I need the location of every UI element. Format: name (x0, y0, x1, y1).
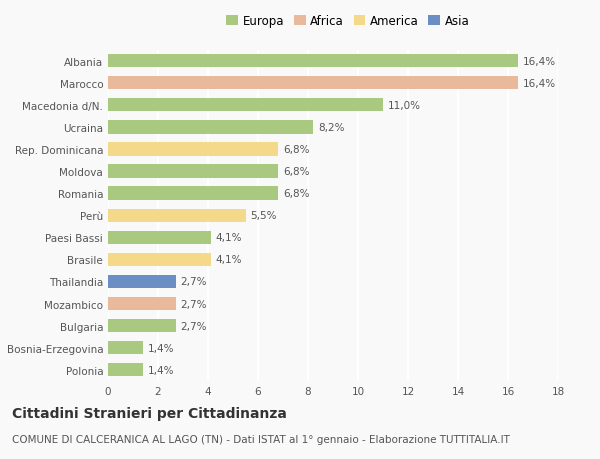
Bar (108, 187, 278, 200)
Bar (108, 55, 518, 68)
Bar (108, 99, 383, 112)
Text: 4,1%: 4,1% (215, 255, 242, 265)
Bar (108, 231, 211, 244)
Bar (108, 165, 278, 178)
Text: 2,7%: 2,7% (181, 277, 207, 287)
Text: 1,4%: 1,4% (148, 343, 175, 353)
Text: 6,8%: 6,8% (283, 167, 310, 177)
Text: 16,4%: 16,4% (523, 56, 556, 67)
Text: 6,8%: 6,8% (283, 145, 310, 155)
Text: 5,5%: 5,5% (251, 211, 277, 221)
Legend: Europa, Africa, America, Asia: Europa, Africa, America, Asia (221, 11, 475, 33)
Bar (108, 77, 518, 90)
Bar (108, 319, 176, 332)
Text: 16,4%: 16,4% (523, 78, 556, 89)
Text: Cittadini Stranieri per Cittadinanza: Cittadini Stranieri per Cittadinanza (12, 406, 287, 420)
Text: 4,1%: 4,1% (215, 233, 242, 243)
Bar (108, 209, 245, 222)
Bar (108, 143, 278, 156)
Text: 6,8%: 6,8% (283, 189, 310, 199)
Bar (108, 364, 143, 376)
Bar (108, 121, 313, 134)
Text: 1,4%: 1,4% (148, 365, 175, 375)
Bar (108, 253, 211, 266)
Bar (108, 297, 176, 310)
Bar (108, 275, 176, 288)
Text: 2,7%: 2,7% (181, 299, 207, 309)
Text: 11,0%: 11,0% (388, 101, 421, 111)
Text: COMUNE DI CALCERANICA AL LAGO (TN) - Dati ISTAT al 1° gennaio - Elaborazione TUT: COMUNE DI CALCERANICA AL LAGO (TN) - Dat… (12, 434, 510, 444)
Text: 8,2%: 8,2% (318, 123, 344, 133)
Text: 2,7%: 2,7% (181, 321, 207, 331)
Bar (108, 341, 143, 354)
